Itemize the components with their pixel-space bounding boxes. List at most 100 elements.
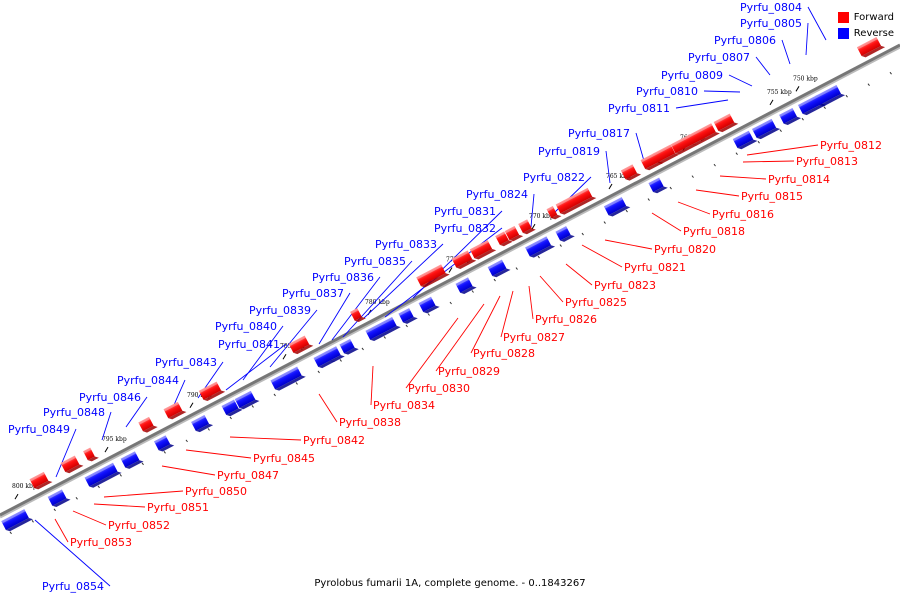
gene-label: Pyrfu_0813: [796, 155, 858, 168]
gene-label-group: Pyrfu_0845: [253, 452, 315, 465]
gene-label-group: Pyrfu_0853: [70, 536, 132, 549]
gene-label: Pyrfu_0818: [683, 225, 745, 238]
gene-label-group: Pyrfu_0816: [712, 208, 774, 221]
gene-leader-line: [746, 144, 819, 156]
axis-dot: [185, 439, 188, 443]
gene-label-group: Pyrfu_0854: [42, 580, 104, 593]
gene-label-group: Pyrfu_0822: [523, 171, 585, 184]
gene-leader-line: [103, 490, 184, 498]
gene-leader-line: [728, 74, 753, 87]
gene-leader-line: [370, 365, 374, 406]
gene-label-group: Pyrfu_0807: [688, 51, 750, 64]
gene-label-group: Pyrfu_0830: [408, 382, 470, 395]
axis-dot: [581, 232, 584, 236]
gene-label-group: Pyrfu_0847: [217, 469, 279, 482]
axis-dot: [339, 359, 342, 362]
reverse-gene-block: [154, 435, 175, 452]
gene-labels-layer: Pyrfu_0804 Pyrfu_0805 Pyrfu_0806 Pyrfu_0807…: [8, 1, 882, 593]
gene-label: Pyrfu_0829: [438, 365, 500, 378]
gene-label-group: Pyrfu_0805: [740, 17, 802, 30]
gene-leader-line: [125, 396, 148, 428]
axis-dot: [119, 474, 122, 477]
gene-label: Pyrfu_0848: [43, 406, 105, 419]
gene-leader-line: [581, 244, 623, 268]
gene-label-group: Pyrfu_0818: [683, 225, 745, 238]
axis-dot: [427, 313, 430, 316]
gene-label-group: Pyrfu_0832: [434, 222, 496, 235]
scale-tick-label: 765 kbp: [606, 173, 631, 180]
axis-dot: [361, 347, 364, 351]
gene-label: Pyrfu_0817: [568, 127, 630, 140]
gene-label: Pyrfu_0844: [117, 374, 179, 387]
gene-label: Pyrfu_0836: [312, 271, 374, 284]
reverse-gene-block: [815, 84, 846, 107]
gene-leader-line: [675, 99, 729, 109]
gene-label: Pyrfu_0807: [688, 51, 750, 64]
gene-label: Pyrfu_0853: [70, 536, 132, 549]
gene-label-group: Pyrfu_0809: [661, 69, 723, 82]
axis-dot: [823, 106, 826, 109]
gene-label: Pyrfu_0841: [218, 338, 280, 351]
gene-label-group: Pyrfu_0851: [147, 501, 209, 514]
genome-axis: [0, 43, 900, 517]
forward-gene-block: [416, 264, 450, 288]
axis-dot: [493, 278, 496, 282]
reverse-gene-block: [487, 259, 511, 278]
gene-label: Pyrfu_0821: [624, 261, 686, 274]
forward-gene-block: [451, 250, 477, 269]
axis-dot: [295, 382, 298, 385]
axis-dot: [251, 405, 254, 408]
legend-forward-label: Forward: [853, 11, 894, 23]
gene-label-group: Pyrfu_0823: [594, 279, 656, 292]
gene-label: Pyrfu_0827: [503, 331, 565, 344]
forward-gene-block: [518, 219, 536, 235]
gene-label-group: Pyrfu_0815: [741, 190, 803, 203]
axis-dot: [559, 244, 562, 247]
gene-label: Pyrfu_0832: [434, 222, 496, 235]
gene-label: Pyrfu_0815: [741, 190, 803, 203]
gene-leader-line: [229, 436, 302, 441]
forward-gene-block: [504, 225, 524, 242]
gene-leader-line: [604, 239, 653, 250]
gene-label: Pyrfu_0845: [253, 452, 315, 465]
axis-dot: [97, 485, 100, 489]
scale-tick-label: 755 kbp: [767, 89, 792, 96]
gene-label: Pyrfu_0819: [538, 145, 600, 158]
reverse-gene-block: [234, 390, 260, 410]
gene-leader-line: [72, 510, 107, 526]
axis-dot: [163, 451, 166, 454]
gene-leader-line: [318, 393, 338, 423]
scale-tick: 765 kbp: [606, 173, 631, 190]
gene-label: Pyrfu_0840: [215, 320, 277, 333]
gene-leader-line: [435, 303, 485, 372]
scale-tick: 755 kbp: [767, 89, 792, 106]
forward-gene-block: [83, 447, 99, 462]
scale-tick: 750 kbp: [793, 75, 818, 92]
reverse-gene-block: [455, 277, 477, 294]
reverse-gene-block: [798, 94, 827, 116]
gene-label-group: Pyrfu_0819: [538, 145, 600, 158]
reverse-gene-block: [752, 118, 781, 140]
reverse-gene-block: [221, 399, 243, 417]
axis-dot: [317, 370, 320, 374]
gene-label: Pyrfu_0826: [535, 313, 597, 326]
gene-label-group: Pyrfu_0831: [434, 205, 496, 218]
gene-label-group: Pyrfu_0842: [303, 434, 365, 447]
gene-leader-line: [331, 276, 381, 341]
forward-gene-block: [495, 231, 513, 247]
axis-dot: [713, 163, 716, 167]
gene-leader-line: [54, 518, 69, 543]
gene-label-group: Pyrfu_0841: [218, 338, 280, 351]
gene-leader-line: [405, 317, 459, 389]
gene-label: Pyrfu_0825: [565, 296, 627, 309]
gene-label-group: Pyrfu_0826: [535, 313, 597, 326]
reverse-gene-block: [525, 236, 556, 258]
gene-label: Pyrfu_0814: [768, 173, 830, 186]
axis-dot: [779, 129, 782, 132]
legend-reverse: Reverse: [838, 25, 894, 41]
reverse-gene-block: [339, 338, 359, 355]
gene-leader-line: [742, 160, 795, 163]
gene-leader-line: [781, 39, 791, 65]
axis-dot: [75, 497, 78, 500]
